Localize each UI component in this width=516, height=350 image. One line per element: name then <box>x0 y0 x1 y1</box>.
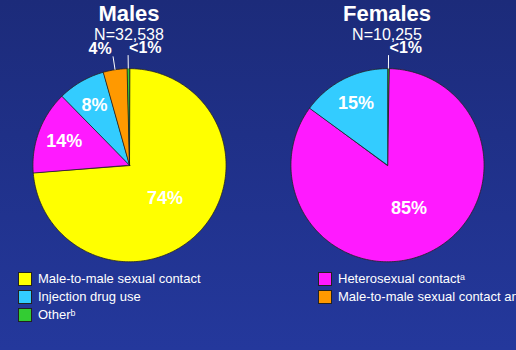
svg-text:15%: 15% <box>338 93 374 113</box>
html-text:Males: Males <box>98 1 160 26</box>
html-text:N=10,255: N=10,255 <box>352 26 422 43</box>
html-text:Heterosexual contactᵃ: Heterosexual contactᵃ <box>338 271 465 286</box>
svg-text:4%: 4% <box>89 40 112 57</box>
svg-text:8%: 8% <box>82 95 108 115</box>
svg-text:<1%: <1% <box>390 39 422 56</box>
svg-text:74%: 74% <box>147 188 183 208</box>
svg-text:85%: 85% <box>391 198 427 218</box>
html-text:Male-to-male sexual contact: Male-to-male sexual contact <box>38 271 201 286</box>
svg-text:<1%: <1% <box>129 39 161 56</box>
html-text:Females: Females <box>343 1 431 26</box>
html-text:Otherᵇ: Otherᵇ <box>38 307 76 322</box>
svg-text:14%: 14% <box>46 131 82 151</box>
html-text:N=32,538: N=32,538 <box>94 26 164 43</box>
html-text:Injection drug use: Injection drug use <box>38 289 141 304</box>
